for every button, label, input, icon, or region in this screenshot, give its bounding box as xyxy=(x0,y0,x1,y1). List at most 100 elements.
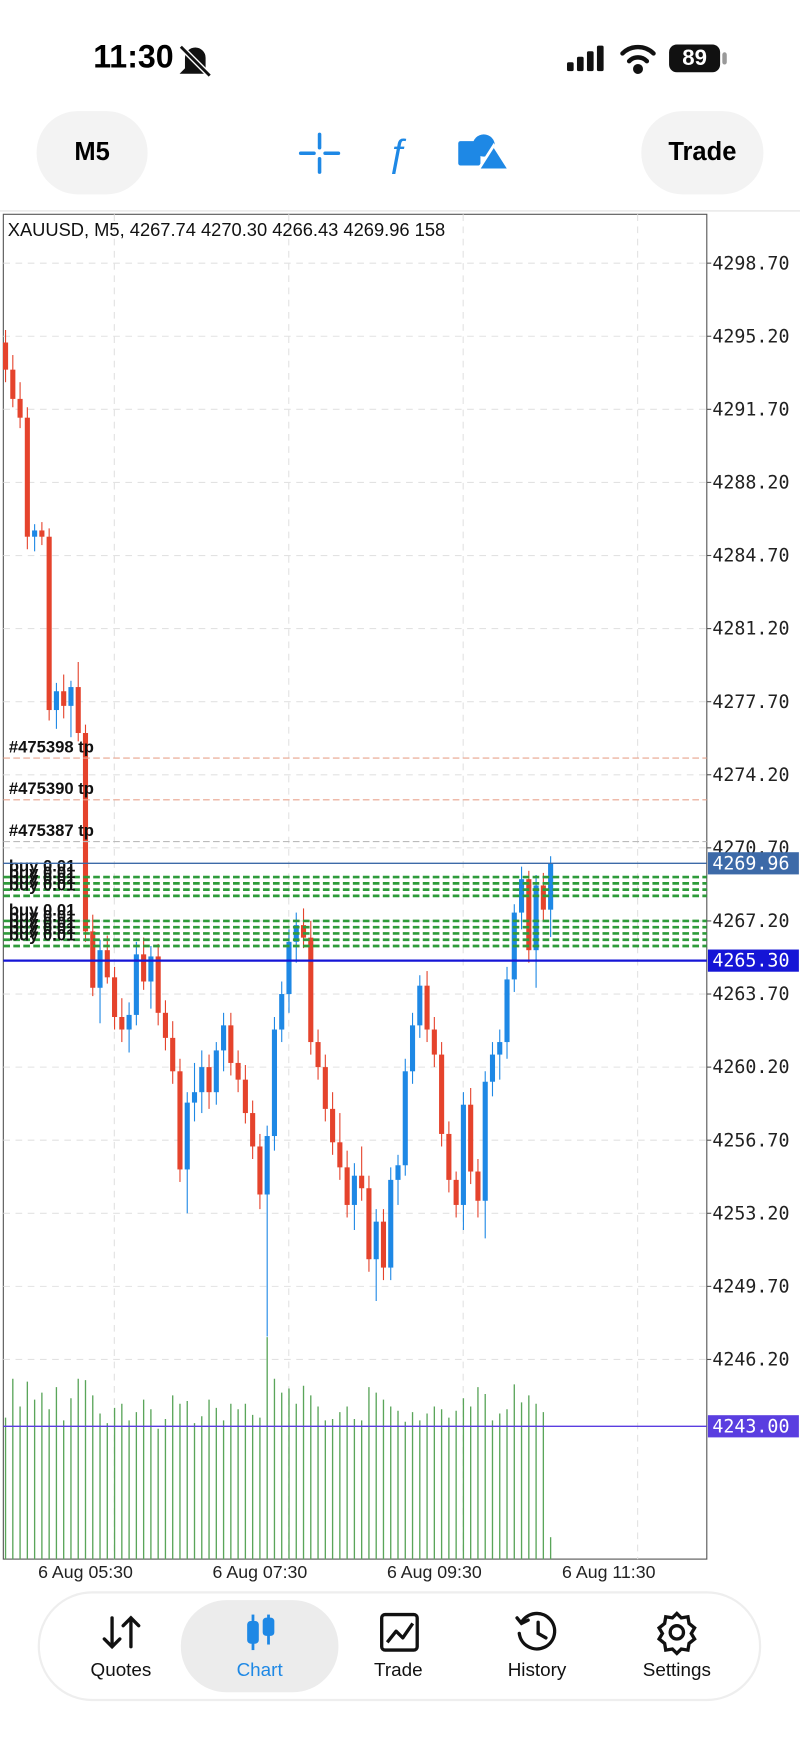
price-label-box xyxy=(707,949,799,972)
candle-body xyxy=(548,863,554,910)
x-tick-label: 6 Aug 07:30 xyxy=(213,1562,308,1582)
tab-label[interactable]: Chart xyxy=(237,1659,284,1680)
candle-body xyxy=(308,937,314,1043)
tab-label[interactable]: History xyxy=(508,1659,567,1680)
candle-body xyxy=(300,925,307,938)
timeframe-button[interactable] xyxy=(36,111,148,195)
candle-body xyxy=(17,398,23,418)
y-tick-label: 4288.20 xyxy=(712,473,789,494)
candle-body xyxy=(359,1175,365,1189)
y-tick-label: 4274.20 xyxy=(712,765,789,786)
tab-label[interactable]: Trade xyxy=(374,1659,423,1680)
x-tick-label: 6 Aug 09:30 xyxy=(387,1562,482,1582)
candle-body xyxy=(97,950,103,988)
candle-body xyxy=(286,941,292,995)
indicators-button[interactable]: ƒ xyxy=(387,131,408,174)
trade-button[interactable] xyxy=(641,111,764,195)
candle-body xyxy=(468,1104,474,1172)
price-label-box xyxy=(707,1415,799,1438)
candle-body xyxy=(170,1037,176,1072)
candle-body xyxy=(221,1025,227,1051)
candle-body xyxy=(235,1062,241,1080)
order-label: buy 0.01 xyxy=(9,919,76,938)
order-label: #475398 tp xyxy=(9,737,94,756)
candle-body xyxy=(519,879,525,913)
candle-body xyxy=(417,985,423,1026)
y-tick-label: 4256.70 xyxy=(712,1130,789,1151)
candle-body xyxy=(191,1092,198,1103)
y-tick-label: 4267.20 xyxy=(712,911,789,932)
candle-body xyxy=(388,1179,394,1268)
history-icon[interactable] xyxy=(515,1611,557,1651)
settings-icon[interactable] xyxy=(656,1611,697,1656)
candle-body xyxy=(184,1102,190,1170)
quotes-icon[interactable] xyxy=(102,1615,141,1650)
candle-body xyxy=(366,1188,372,1260)
candle-body xyxy=(540,885,546,910)
candle-body xyxy=(271,1029,278,1137)
candle-body xyxy=(141,954,147,982)
y-tick-label: 4246.20 xyxy=(712,1350,789,1371)
order-label: buy 0.01 xyxy=(9,875,76,894)
candle-body xyxy=(424,985,430,1030)
candle-body xyxy=(119,1017,125,1030)
chart-icon[interactable] xyxy=(247,1614,275,1651)
chart-frame xyxy=(2,213,708,1560)
candle-body xyxy=(53,691,59,711)
candle-body xyxy=(199,1067,205,1093)
candle-body xyxy=(402,1071,408,1166)
candle-body xyxy=(82,733,89,932)
candle-body xyxy=(460,1104,466,1205)
objects-button[interactable] xyxy=(458,134,512,172)
candle-body xyxy=(10,369,16,399)
y-tick-label: 4253.20 xyxy=(712,1203,789,1224)
order-label: buy 0.01 xyxy=(9,856,76,875)
order-label: buy 0.01 xyxy=(9,925,76,944)
candle-body xyxy=(482,1081,488,1201)
order-label: #475387 tp xyxy=(9,821,94,840)
candle-body xyxy=(68,687,74,706)
candle-body xyxy=(453,1179,459,1205)
candle-body xyxy=(533,885,539,951)
battery-cap xyxy=(722,52,727,65)
candle-body xyxy=(475,1171,481,1201)
signal-icon xyxy=(566,45,604,72)
candle-body xyxy=(330,1108,336,1143)
candle-body xyxy=(409,1025,416,1072)
candle-body xyxy=(242,1079,248,1114)
tab-label[interactable]: Quotes xyxy=(91,1659,152,1680)
candle-body xyxy=(228,1025,234,1063)
order-label: buy 0.01 xyxy=(9,907,76,926)
candle-body xyxy=(431,1029,437,1055)
x-tick-label: 6 Aug 11:30 xyxy=(562,1562,656,1582)
candle-body xyxy=(133,954,139,1015)
price-label: 4269.96 xyxy=(712,853,789,874)
battery-icon xyxy=(669,44,721,73)
y-tick-label: 4249.70 xyxy=(712,1276,789,1297)
clock: 11:30 xyxy=(93,38,173,74)
timeframe-label[interactable]: M5 xyxy=(74,138,109,166)
candle-body xyxy=(46,536,52,711)
volume-pane xyxy=(4,1337,552,1560)
candle-body xyxy=(2,342,9,370)
trade-button-label[interactable]: Trade xyxy=(668,138,736,166)
candle-body xyxy=(446,1133,452,1180)
candle-body xyxy=(104,950,110,978)
tab-label[interactable]: Settings xyxy=(643,1659,711,1680)
order-label: #475390 tp xyxy=(9,779,94,798)
candle-body xyxy=(315,1042,321,1068)
candle-body xyxy=(155,956,161,1013)
candle-body xyxy=(39,530,45,537)
candle-body xyxy=(497,1042,503,1055)
candle-body xyxy=(504,979,510,1043)
y-tick-label: 4298.70 xyxy=(712,253,789,274)
candle-body xyxy=(61,691,67,706)
price-label: 4265.30 xyxy=(712,951,789,972)
candle-body xyxy=(257,1146,263,1195)
crosshair-button[interactable] xyxy=(298,132,341,174)
candle-body xyxy=(322,1067,328,1109)
candle-body xyxy=(213,1050,219,1093)
trade-icon[interactable] xyxy=(380,1612,419,1652)
candle-body xyxy=(344,1167,350,1205)
